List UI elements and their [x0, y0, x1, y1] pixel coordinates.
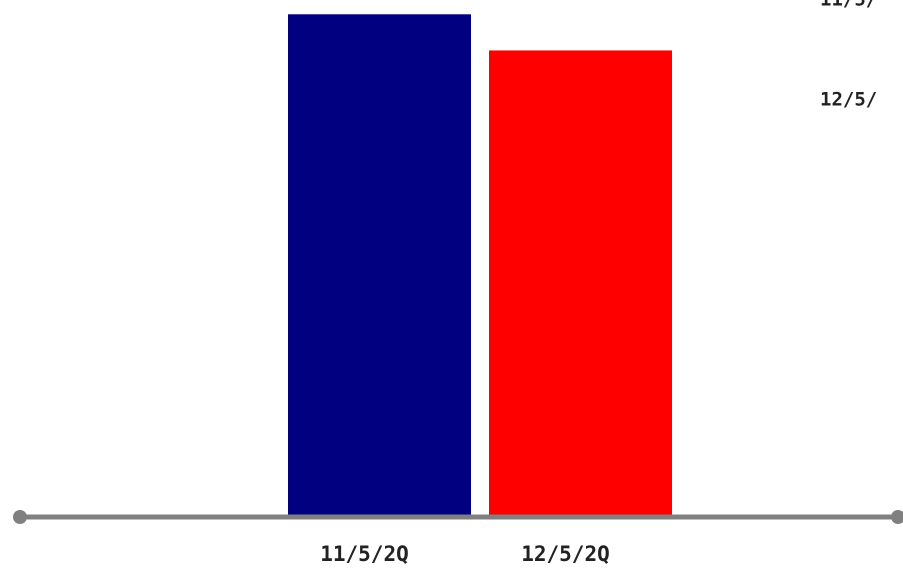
baseline-end — [891, 510, 903, 524]
side-label: 12/5/ — [820, 89, 877, 111]
baseline-end — [13, 510, 27, 524]
side-label: 11/5/ — [820, 0, 877, 11]
x-tick-label: 12/5/2Q — [521, 542, 610, 566]
x-tick-label: 11/5/2Q — [320, 542, 409, 566]
bar — [489, 50, 672, 515]
bar — [288, 14, 471, 515]
